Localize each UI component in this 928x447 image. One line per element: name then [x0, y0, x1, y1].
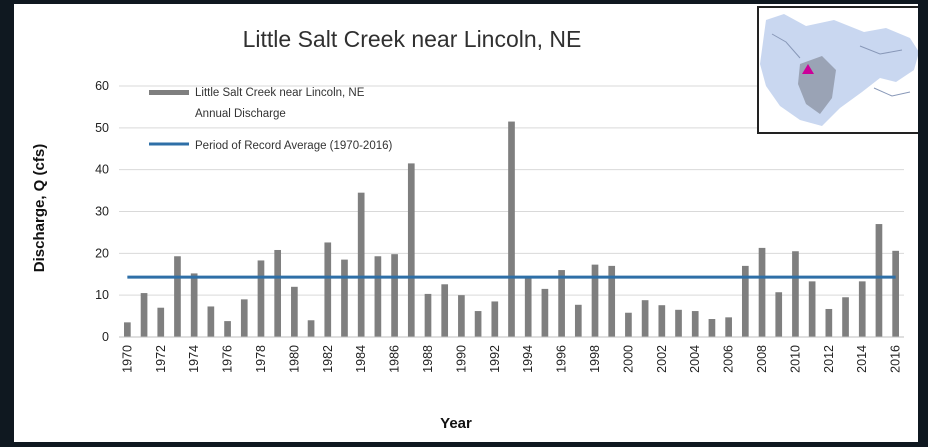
bar-1992: [491, 301, 499, 337]
x-tick-label: 2002: [655, 345, 669, 373]
bar-1978: [257, 260, 265, 337]
bar-1989: [441, 284, 449, 337]
bar-2012: [825, 308, 833, 337]
bar-1999: [608, 265, 616, 337]
bar-2015: [875, 224, 883, 337]
bar-2011: [808, 281, 816, 337]
x-tick-label: 2004: [688, 345, 702, 373]
x-tick-label: 1982: [321, 345, 335, 373]
bar-1987: [407, 163, 415, 337]
y-axis-title: Discharge, Q (cfs): [31, 144, 48, 272]
x-axis-title: Year: [440, 415, 472, 432]
x-tick-label: 1990: [454, 345, 468, 373]
x-tick-label: 2012: [822, 345, 836, 373]
bar-1984: [357, 192, 365, 337]
x-tick-label: 1986: [388, 345, 402, 373]
y-tick-label: 60: [95, 79, 109, 93]
x-tick-label: 1992: [488, 345, 502, 373]
bar-2001: [641, 300, 649, 337]
legend-bar-label-line2: Annual Discharge: [195, 108, 286, 120]
legend-bar-label-line1: Little Salt Creek near Lincoln, NE: [195, 87, 365, 99]
bar-2003: [675, 309, 682, 337]
bar-1971: [140, 293, 148, 337]
bar-1976: [224, 321, 231, 337]
bar-1988: [424, 293, 432, 337]
bar-1996: [558, 270, 565, 337]
bar-1991: [474, 311, 482, 337]
axes: 0 10 20 30 40 50 60 1970 1972 1974 1976 1978 1980 198…: [95, 79, 904, 373]
bar-1994: [524, 278, 532, 337]
bar-1980: [291, 286, 298, 337]
chart-title: Little Salt Creek near Lincoln, NE: [243, 26, 582, 52]
bar-series: [124, 121, 899, 337]
bar-1986: [391, 254, 398, 337]
inset-map: [757, 6, 918, 134]
bar-1973: [174, 256, 181, 337]
bar-1982: [324, 242, 332, 337]
x-tick-label: 1976: [221, 345, 235, 373]
inset-map-streams: [771, 33, 911, 97]
x-tick-label: 1994: [521, 345, 535, 373]
x-tick-label: 1978: [254, 345, 268, 373]
x-tick-label: 2000: [621, 345, 635, 373]
x-tick-label: 1970: [120, 345, 134, 373]
bar-2016: [892, 250, 899, 337]
x-tick-label: 1996: [555, 345, 569, 373]
x-tick-label: 2008: [755, 345, 769, 373]
bar-2010: [792, 251, 799, 337]
bar-1983: [341, 259, 348, 337]
bar-1990: [458, 295, 465, 337]
x-tick-label: 2014: [855, 345, 869, 373]
x-tick-label: 1984: [354, 345, 368, 373]
site-location-marker-icon: [802, 64, 814, 74]
bar-2009: [775, 292, 783, 337]
bar-2006: [725, 317, 732, 337]
x-tick-label: 1972: [154, 345, 168, 373]
legend: Little Salt Creek near Lincoln, NE Annua…: [149, 87, 393, 152]
y-tick-label: 20: [95, 246, 109, 260]
bar-1985: [374, 256, 382, 337]
bar-1993: [508, 121, 515, 337]
bar-2005: [708, 319, 716, 337]
bar-2013: [842, 297, 849, 337]
x-tick-label: 1980: [287, 345, 301, 373]
bar-1998: [591, 264, 599, 337]
bar-1981: [307, 320, 315, 337]
bar-2014: [858, 281, 866, 337]
y-tick-label: 40: [95, 163, 109, 177]
bar-2007: [741, 265, 749, 337]
y-tick-label: 50: [95, 121, 109, 135]
bar-2004: [691, 311, 699, 337]
x-tick-label: 2006: [722, 345, 736, 373]
x-tick-label: 1988: [421, 345, 435, 373]
y-tick-label: 30: [95, 205, 109, 219]
chart-frame: 0 10 20 30 40 50 60 1970 1972 1974 1976 1978 1980 198…: [14, 4, 918, 442]
bar-2008: [758, 247, 766, 337]
bar-1997: [574, 304, 582, 337]
y-tick-label: 0: [102, 330, 109, 344]
bar-2002: [658, 305, 666, 337]
bar-2000: [625, 312, 632, 337]
x-tick-label: 2016: [889, 345, 903, 373]
bar-1974: [190, 273, 198, 337]
legend-bar-swatch: [149, 90, 189, 95]
bar-1970: [124, 322, 131, 337]
bar-1979: [274, 249, 282, 337]
x-tick-label: 2010: [788, 345, 802, 373]
inset-map-region: [760, 14, 918, 126]
x-tick-label: 1974: [187, 345, 201, 373]
bar-1972: [157, 307, 165, 337]
y-tick-label: 10: [95, 288, 109, 302]
legend-average-label: Period of Record Average (1970-2016): [195, 140, 393, 152]
bar-1975: [207, 306, 215, 337]
x-tick-label: 1998: [588, 345, 602, 373]
discharge-chart: 0 10 20 30 40 50 60 1970 1972 1974 1976 1978 1980 198…: [31, 6, 918, 432]
bar-1977: [240, 299, 248, 337]
bar-1995: [541, 288, 549, 337]
